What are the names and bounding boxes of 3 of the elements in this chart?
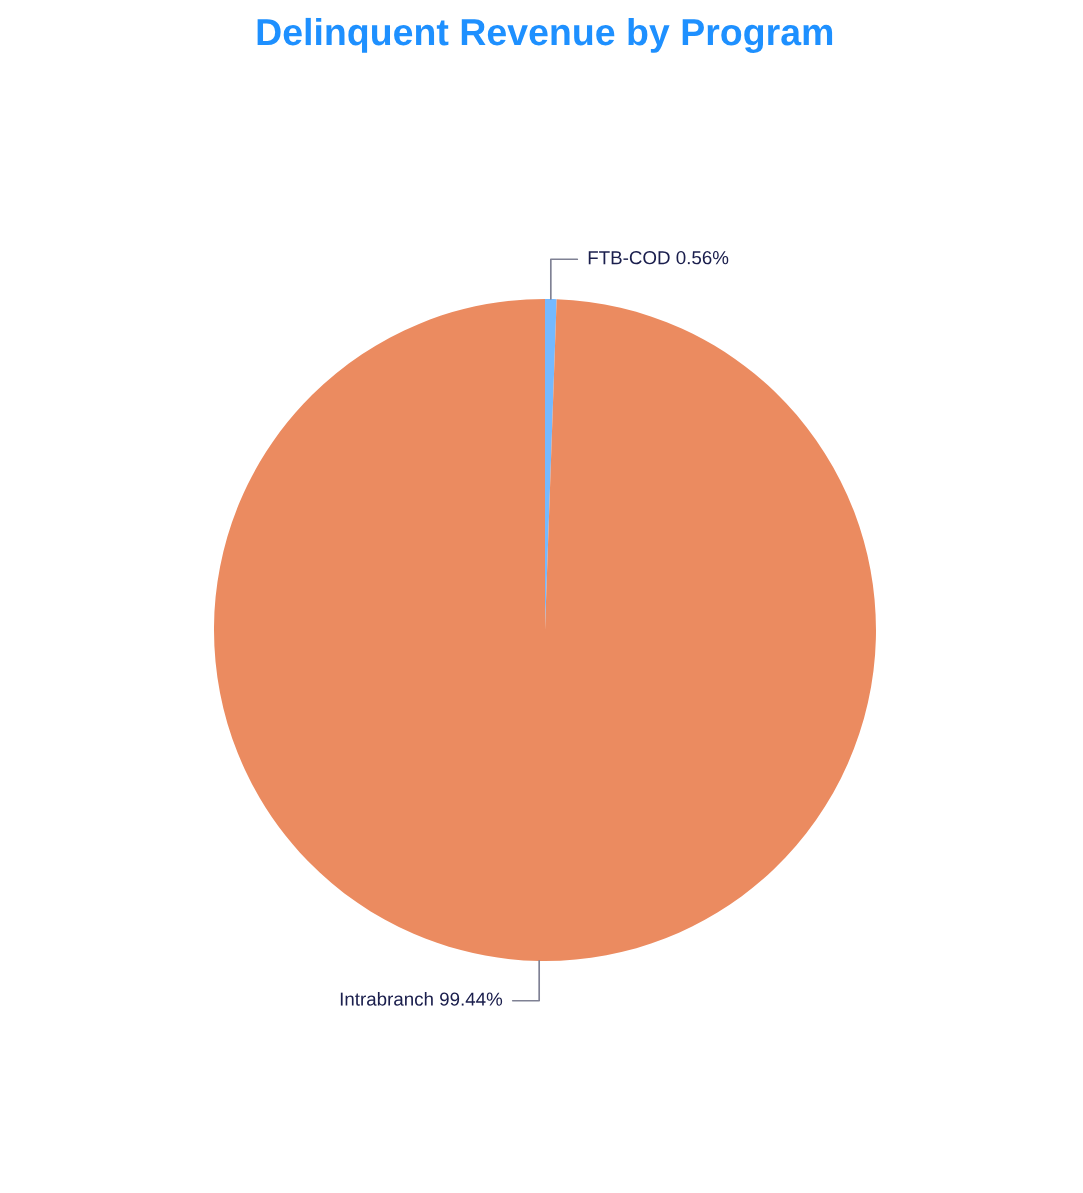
- chart-title: Delinquent Revenue by Program: [257, 17, 833, 54]
- slice-label: Intrabranch 99.44%: [340, 991, 503, 1006]
- slice-label: FTB-COD 0.56%: [588, 251, 729, 265]
